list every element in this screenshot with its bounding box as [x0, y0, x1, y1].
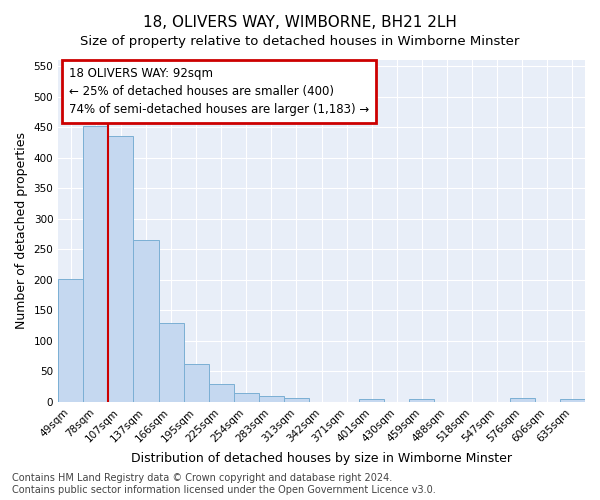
Bar	[58, 278, 83, 402]
Bar	[234, 393, 259, 402]
Bar	[158, 322, 184, 402]
Text: 18 OLIVERS WAY: 92sqm
← 25% of detached houses are smaller (400)
74% of semi-det: 18 OLIVERS WAY: 92sqm ← 25% of detached …	[69, 67, 369, 116]
Bar	[109, 136, 133, 402]
Bar	[259, 396, 284, 402]
Bar	[184, 364, 209, 402]
Text: Size of property relative to detached houses in Wimborne Minster: Size of property relative to detached ho…	[80, 35, 520, 48]
Bar	[83, 126, 109, 402]
Bar	[133, 240, 158, 402]
Bar	[209, 384, 234, 402]
Bar	[560, 399, 585, 402]
X-axis label: Distribution of detached houses by size in Wimborne Minster: Distribution of detached houses by size …	[131, 452, 512, 465]
Bar	[510, 398, 535, 402]
Y-axis label: Number of detached properties: Number of detached properties	[15, 132, 28, 330]
Bar	[359, 399, 385, 402]
Bar	[409, 399, 434, 402]
Text: 18, OLIVERS WAY, WIMBORNE, BH21 2LH: 18, OLIVERS WAY, WIMBORNE, BH21 2LH	[143, 15, 457, 30]
Bar	[284, 398, 309, 402]
Text: Contains HM Land Registry data © Crown copyright and database right 2024.
Contai: Contains HM Land Registry data © Crown c…	[12, 474, 436, 495]
